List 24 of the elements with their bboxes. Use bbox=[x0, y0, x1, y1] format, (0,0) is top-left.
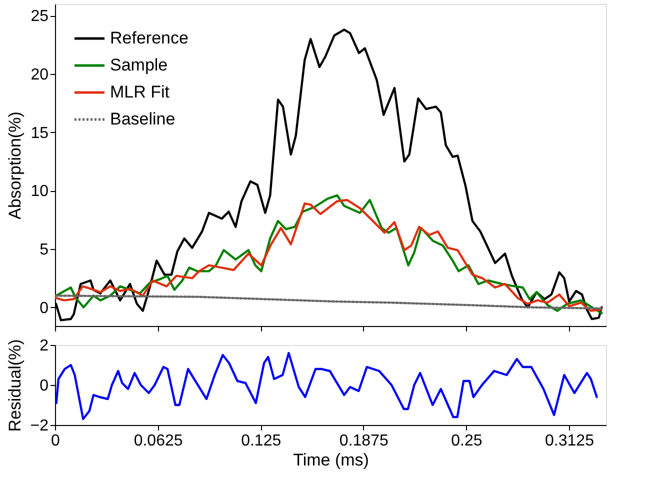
x-tick-label: 0.3125 bbox=[545, 432, 594, 450]
x-tick-label: 0.1875 bbox=[339, 432, 388, 450]
y-tick-label: 0 bbox=[40, 378, 49, 394]
legend-label: Baseline bbox=[110, 110, 176, 128]
y-axis-title: Residual(%) bbox=[5, 339, 24, 432]
y-tick-label: 20 bbox=[30, 66, 49, 84]
y-tick-label: 2 bbox=[40, 338, 49, 354]
legend-label: MLR Fit bbox=[110, 82, 170, 102]
x-tick-label: 0.125 bbox=[241, 432, 282, 450]
y-axis-title: Absorption(%) bbox=[6, 112, 25, 220]
x-tick-label: 0.25 bbox=[451, 432, 482, 450]
x-tick-label: 0 bbox=[51, 432, 60, 450]
y-tick-label: 5 bbox=[40, 242, 49, 258]
y-tick-label: 15 bbox=[30, 124, 49, 142]
y-tick-label: 10 bbox=[30, 183, 49, 200]
x-tick-label: 0.0625 bbox=[134, 432, 183, 450]
legend-label: Sample bbox=[110, 56, 168, 74]
y-tick-label: 0 bbox=[40, 300, 49, 317]
line-series bbox=[54, 294, 603, 310]
y-tick-label: −2 bbox=[30, 418, 49, 434]
line-series bbox=[55, 352, 598, 420]
x-axis-title: Time (ms) bbox=[293, 450, 369, 470]
legend-label: Reference bbox=[110, 28, 188, 48]
y-tick-label: 25 bbox=[30, 8, 49, 26]
